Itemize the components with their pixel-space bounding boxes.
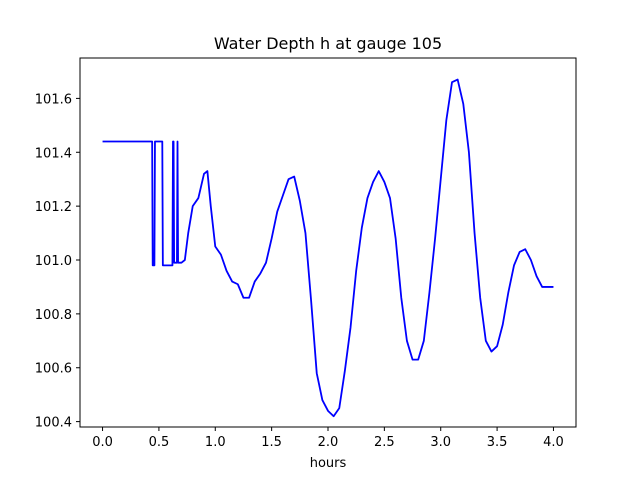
y-tick-label: 101.6 (35, 92, 72, 107)
x-tick-label: 3.0 (430, 435, 451, 450)
x-tick-label: 4.0 (543, 435, 564, 450)
x-tick-label: 1.5 (261, 435, 282, 450)
x-tick-label: 3.5 (487, 435, 508, 450)
y-tick-label: 101.0 (35, 254, 72, 269)
plot-area (102, 78, 554, 418)
series-line-0 (102, 78, 554, 418)
chart-title: Water Depth h at gauge 105 (214, 34, 442, 53)
x-tick-label: 1.0 (205, 435, 226, 450)
y-tick-label: 100.4 (35, 416, 72, 431)
y-tick-label: 101.2 (35, 200, 72, 215)
y-tick-label: 100.6 (35, 362, 72, 377)
x-axis: 0.0 0.5 1.0 1.5 2.0 2.5 3.0 3.5 4.0 (92, 427, 564, 450)
y-tick-label: 100.8 (35, 308, 72, 323)
x-tick-label: 2.5 (374, 435, 395, 450)
y-tick-label: 101.4 (35, 146, 72, 161)
x-axis-label: hours (310, 456, 347, 471)
x-tick-label: 0.5 (149, 435, 170, 450)
x-tick-label: 0.0 (92, 435, 113, 450)
x-tick-label: 2.0 (318, 435, 339, 450)
y-axis: 100.4 100.6 100.8 101.0 101.2 101.4 101.6 (35, 92, 80, 431)
